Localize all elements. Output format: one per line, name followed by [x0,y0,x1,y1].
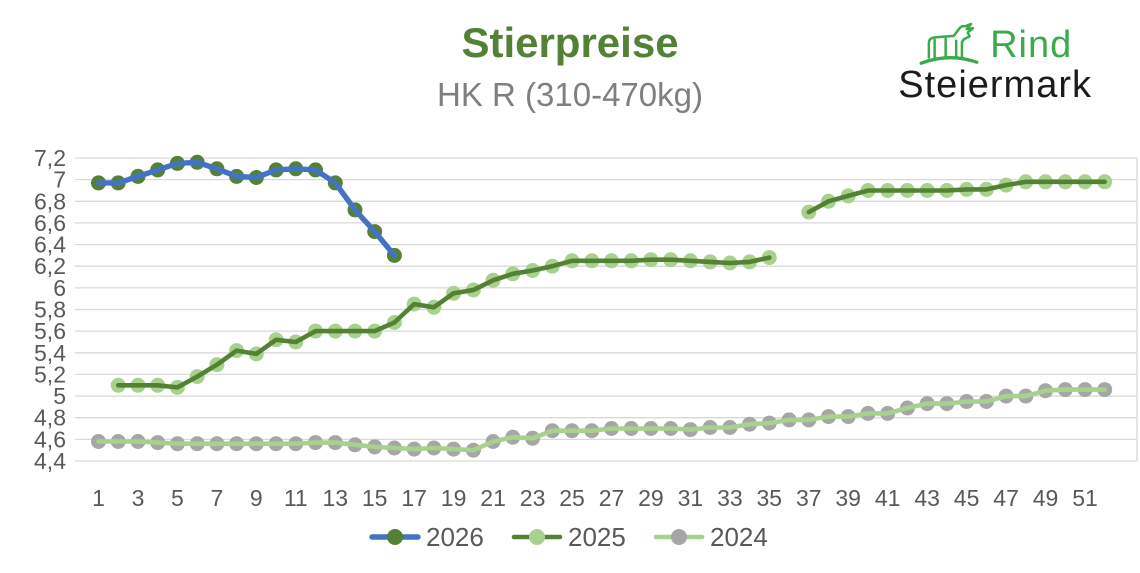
x-axis-tick-label: 43 [914,485,940,511]
x-axis-tick-label: 13 [323,485,349,511]
y-axis-tick-label: 7,2 [34,145,66,171]
logo-text-steiermark: Steiermark [898,64,1092,106]
x-axis-tick-label: 29 [638,485,664,511]
x-axis-tick-label: 17 [401,485,427,511]
legend-marker-swatch [387,529,403,545]
x-axis-tick-label: 31 [678,485,704,511]
x-axis-tick-label: 41 [875,485,901,511]
legend-marker-swatch [671,529,687,545]
x-axis-tick-label: 21 [480,485,506,511]
y-axis-tick-label: 5 [53,383,66,409]
y-axis-tick-label: 4,6 [34,426,66,452]
series-2024 [91,382,1113,458]
legend-label: 2024 [710,522,768,552]
series-line-2024 [96,387,1107,453]
series-line-2025 [115,179,1107,390]
series-2026 [91,154,402,263]
y-axis-tick-label: 7 [53,167,66,193]
x-axis-tick-label: 15 [362,485,388,511]
legend-item-2024: 2024 [653,522,768,552]
y-axis-tick-label: 6,6 [34,210,66,236]
y-axis-tick-label: 6,4 [34,232,66,258]
x-axis-tick-label: 9 [250,485,263,511]
x-axis-tick-label: 49 [1033,485,1059,511]
x-axis-tick-label: 27 [599,485,625,511]
legend-label: 2026 [426,522,484,552]
x-axis-tick-label: 7 [211,485,224,511]
y-axis-tick-label: 4,8 [34,405,66,431]
x-axis-tick-label: 1 [92,485,105,511]
x-axis-tick-label: 51 [1072,485,1098,511]
logo-text-rind: Rind [990,23,1073,66]
series-line-2026 [95,159,398,259]
y-axis-tick-label: 5,8 [34,297,66,323]
cattle-icon [919,22,979,65]
legend-item-2026: 2026 [369,522,484,552]
x-axis-tick-label: 11 [284,485,308,511]
x-axis-tick-label: 47 [993,485,1019,511]
x-axis-tick-label: 23 [520,485,546,511]
legend-item-2025: 2025 [511,522,626,552]
x-axis-tick-label: 39 [835,485,861,511]
legend-marker-swatch [529,529,545,545]
y-axis-tick-label: 6,8 [34,188,66,214]
y-axis-tick-label: 5,2 [34,361,66,387]
series-2025 [110,174,1113,395]
x-axis-tick-label: 37 [796,485,822,511]
y-axis-tick-label: 6 [53,275,66,301]
x-axis-tick-label: 35 [757,485,783,511]
y-axis-tick-label: 4,4 [34,448,66,474]
x-axis-tick-label: 3 [132,485,145,511]
y-axis-tick-label: 5,4 [34,340,66,366]
rind-steiermark-logo: Rind Steiermark [898,22,1092,107]
legend-label: 2025 [568,522,626,552]
x-axis-tick-label: 45 [954,485,980,511]
x-axis-tick-label: 5 [171,485,184,511]
x-axis-tick-label: 19 [441,485,467,511]
y-axis-tick-label: 5,6 [34,318,66,344]
y-axis-tick-label: 6,2 [34,253,66,279]
x-axis-tick-label: 25 [559,485,585,511]
x-axis-tick-label: 33 [717,485,743,511]
